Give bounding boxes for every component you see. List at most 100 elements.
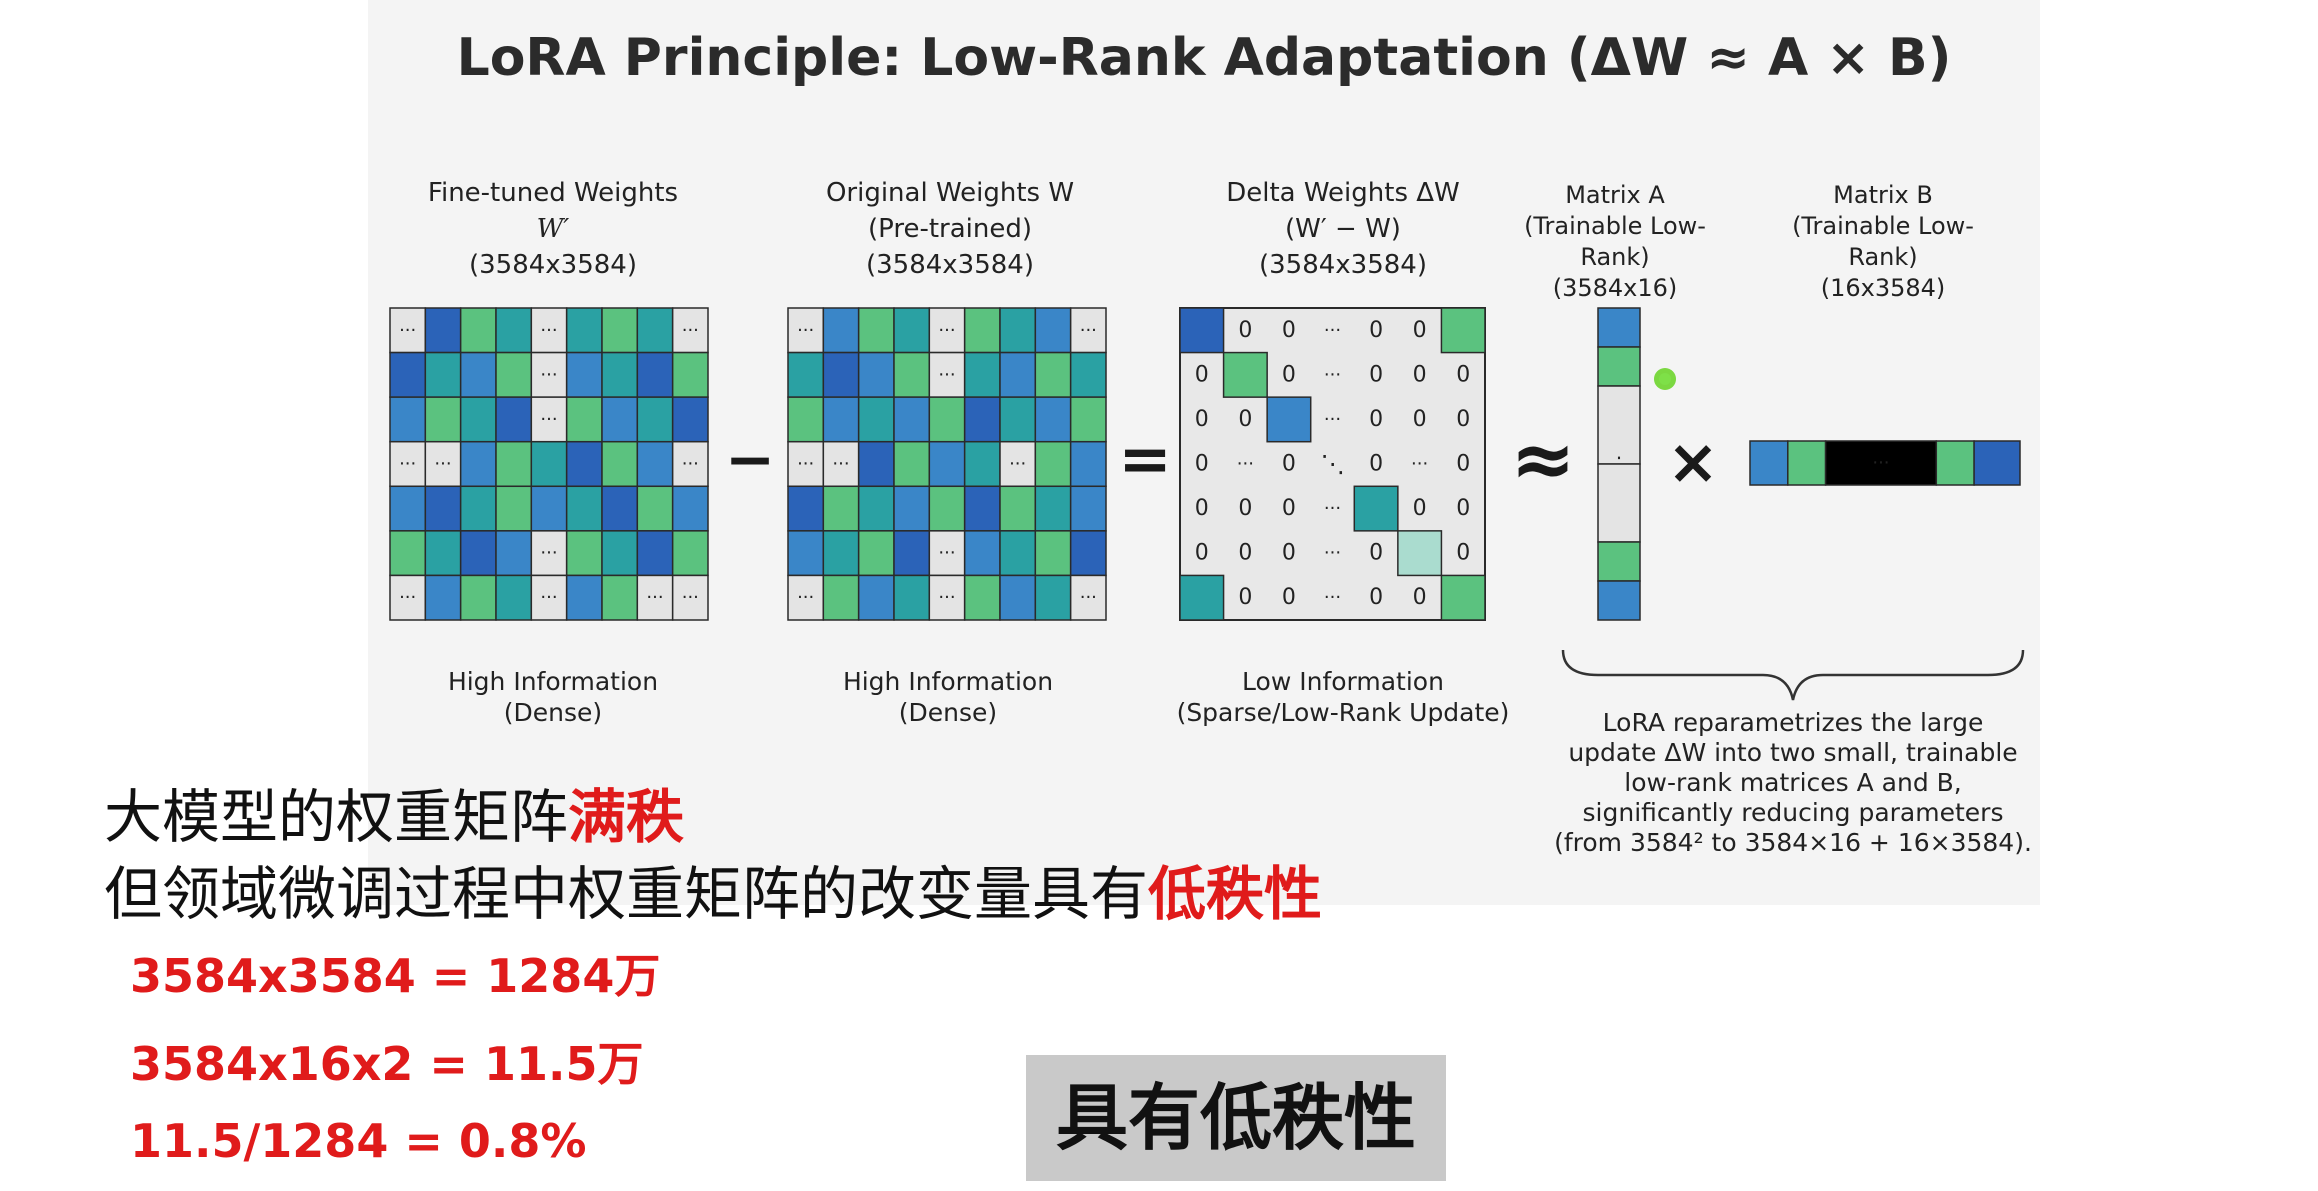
matrix-b-cell [1935,440,1975,486]
finetuned-caption-line1: High Information [447,667,659,696]
matrix-cell [530,485,568,532]
matrix-cell [601,440,639,488]
ellipsis-cell-label: ··· [434,454,451,475]
ellipsis-cell-label: ··· [540,320,557,341]
matrix-cell [389,530,427,577]
matrix-cell [963,396,1001,443]
matrix-cell [459,351,497,398]
minus-operator: − [724,425,776,495]
zero-cell-label: 0 [1195,407,1209,432]
calc-lora-params: 3584x16x2 = 11.5万 [130,1037,644,1091]
matrix-cell [424,530,462,577]
chinese-line1-text: 大模型的权重矩阵 [104,783,569,851]
matrix-cell [424,485,462,532]
matrix-a-cell [1597,580,1641,621]
matrix-cell [857,351,895,398]
matrix-cell [636,351,674,398]
ellipsis-cell-label: ··· [1324,498,1341,519]
cursor-pointer-icon [1654,368,1676,390]
curly-brace [1561,649,2025,701]
chinese-line2: 但领域微调过程中权重矩阵的改变量具有低秩性 [104,847,1322,931]
matrix-cell [999,485,1037,532]
zero-cell-label: 0 [1238,496,1252,521]
delta-caption: Low Information (Sparse/Low-Rank Update) [1163,666,1523,728]
matrix-cell [459,485,497,532]
matrix-cell [822,530,860,577]
zero-cell-label: 0 [1413,318,1427,343]
zero-cell-label: 0 [1456,541,1470,566]
delta-weights-matrix: 0 0 ··· 0 0 0 0 ··· 0 0 0 0 0 ··· 0 0 0 0 ··· 0 ⋱ 0 ··· 0 0 0 0 ···… [1179,307,1486,621]
delta-name: Delta Weights ΔW [1226,178,1460,208]
matrix-cell [1034,440,1072,488]
matrix-cell [601,485,639,532]
ellipsis-cell-label: ··· [399,587,416,608]
matrix-cell [565,485,603,532]
matrix-cell [601,307,639,354]
original-size: (3584x3584) [865,250,1034,280]
matrix-b: ··· [1749,440,2021,486]
matrix-cell [671,530,709,577]
matrix-a-name: Matrix A [1565,181,1665,209]
matrix-cell [459,574,497,621]
lora-explanation: LoRA reparametrizes the large update ΔW … [1548,708,2038,858]
matrix-b-size: (16x3584) [1820,274,1946,302]
matrix-cell [495,396,533,443]
chinese-line2-text: 但领域微调过程中权重矩阵的改变量具有 [104,860,1149,928]
matrix-cell [1034,530,1072,577]
equals-operator: = [1118,423,1172,497]
matrix-cell [928,574,966,621]
matrix-cell [928,351,966,398]
zero-cell-label: 0 [1369,407,1383,432]
ellipsis-cell-label: ··· [540,543,557,564]
zero-cell-label: 0 [1456,452,1470,477]
matrix-cell [822,485,860,532]
ellipsis-cell-label: ··· [682,587,699,608]
matrix-a-header: Matrix A (Trainable Low-Rank) (3584x16) [1490,180,1740,304]
zero-cell-label: 0 [1413,407,1427,432]
delta-nonzero-cell [1440,307,1486,354]
calc-full-params: 3584x3584 = 1284万 [130,949,661,1003]
matrix-cell [389,396,427,443]
zero-cell-label: 0 [1413,585,1427,610]
ellipsis-cell-label: ··· [797,454,814,475]
ellipsis-cell-label: ··· [399,320,416,341]
diagonal-dots-label: ⋱ [1321,450,1345,478]
matrix-a-subtitle: (Trainable Low-Rank) [1524,212,1706,271]
matrix-cell [822,351,860,398]
matrix-cell [565,351,603,398]
zero-cell-label: 0 [1369,585,1383,610]
zero-cell-label: 0 [1456,496,1470,521]
matrix-cell [495,307,533,354]
delta-nonzero-cell [1179,307,1225,354]
matrix-cell [928,396,966,443]
matrix-cell [999,396,1037,443]
matrix-cell [671,351,709,398]
ellipsis-cell-label: ··· [1080,320,1097,341]
matrix-cell [857,307,895,354]
original-header: Original Weights W (Pre-trained) (3584x3… [765,175,1135,283]
ellipsis-cell-label: ··· [1411,454,1428,475]
matrix-b-subtitle: (Trainable Low-Rank) [1792,212,1974,271]
explanation-line3: low-rank matrices A and B, [1624,768,1962,797]
matrix-b-cell [1973,440,2021,486]
matrix-cell [601,351,639,398]
finetuned-size: (3584x3584) [468,250,637,280]
zero-cell-label: 0 [1282,541,1296,566]
matrix-cell [893,396,931,443]
ellipsis-cell-label: ··· [1872,453,1889,474]
ellipsis-cell-label: ··· [1324,409,1341,430]
matrix-cell [495,485,533,532]
zero-cell-label: 0 [1238,541,1252,566]
matrix-cell [822,396,860,443]
matrix-cell [1069,396,1107,443]
zero-cell-label: 0 [1195,452,1209,477]
matrix-cell [787,396,825,443]
matrix-cell [424,574,462,621]
matrix-cell [530,440,568,488]
zero-cell-label: 0 [1195,362,1209,387]
delta-nonzero-cell [1440,574,1486,621]
matrix-cell [459,307,497,354]
slide-canvas: LoRA Principle: Low-Rank Adaptation (ΔW … [368,0,2040,905]
matrix-cell [495,440,533,488]
matrix-b-header: Matrix B (Trainable Low-Rank) (16x3584) [1758,180,2008,304]
